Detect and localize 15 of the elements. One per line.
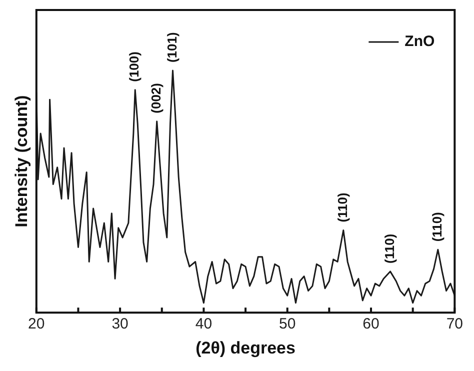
x-axis-title: (2θ) degrees: [196, 338, 296, 358]
annotation: (110): [430, 212, 445, 242]
annotation: (101): [164, 32, 180, 63]
annotation: (100): [126, 52, 142, 82]
annotation: (110): [382, 234, 397, 264]
annotation: (110): [334, 192, 350, 222]
y-axis-title: Intensity (count): [12, 95, 31, 228]
x-tick-label: 20: [28, 316, 45, 333]
x-tick-label: 40: [195, 316, 212, 333]
annotation: (002): [148, 82, 164, 114]
legend-label: ZnO: [404, 33, 435, 50]
x-tick-label: 60: [362, 316, 380, 333]
x-tick-label: 70: [446, 316, 463, 333]
x-tick-label: 30: [112, 316, 128, 333]
x-tick-label: 50: [279, 316, 296, 333]
